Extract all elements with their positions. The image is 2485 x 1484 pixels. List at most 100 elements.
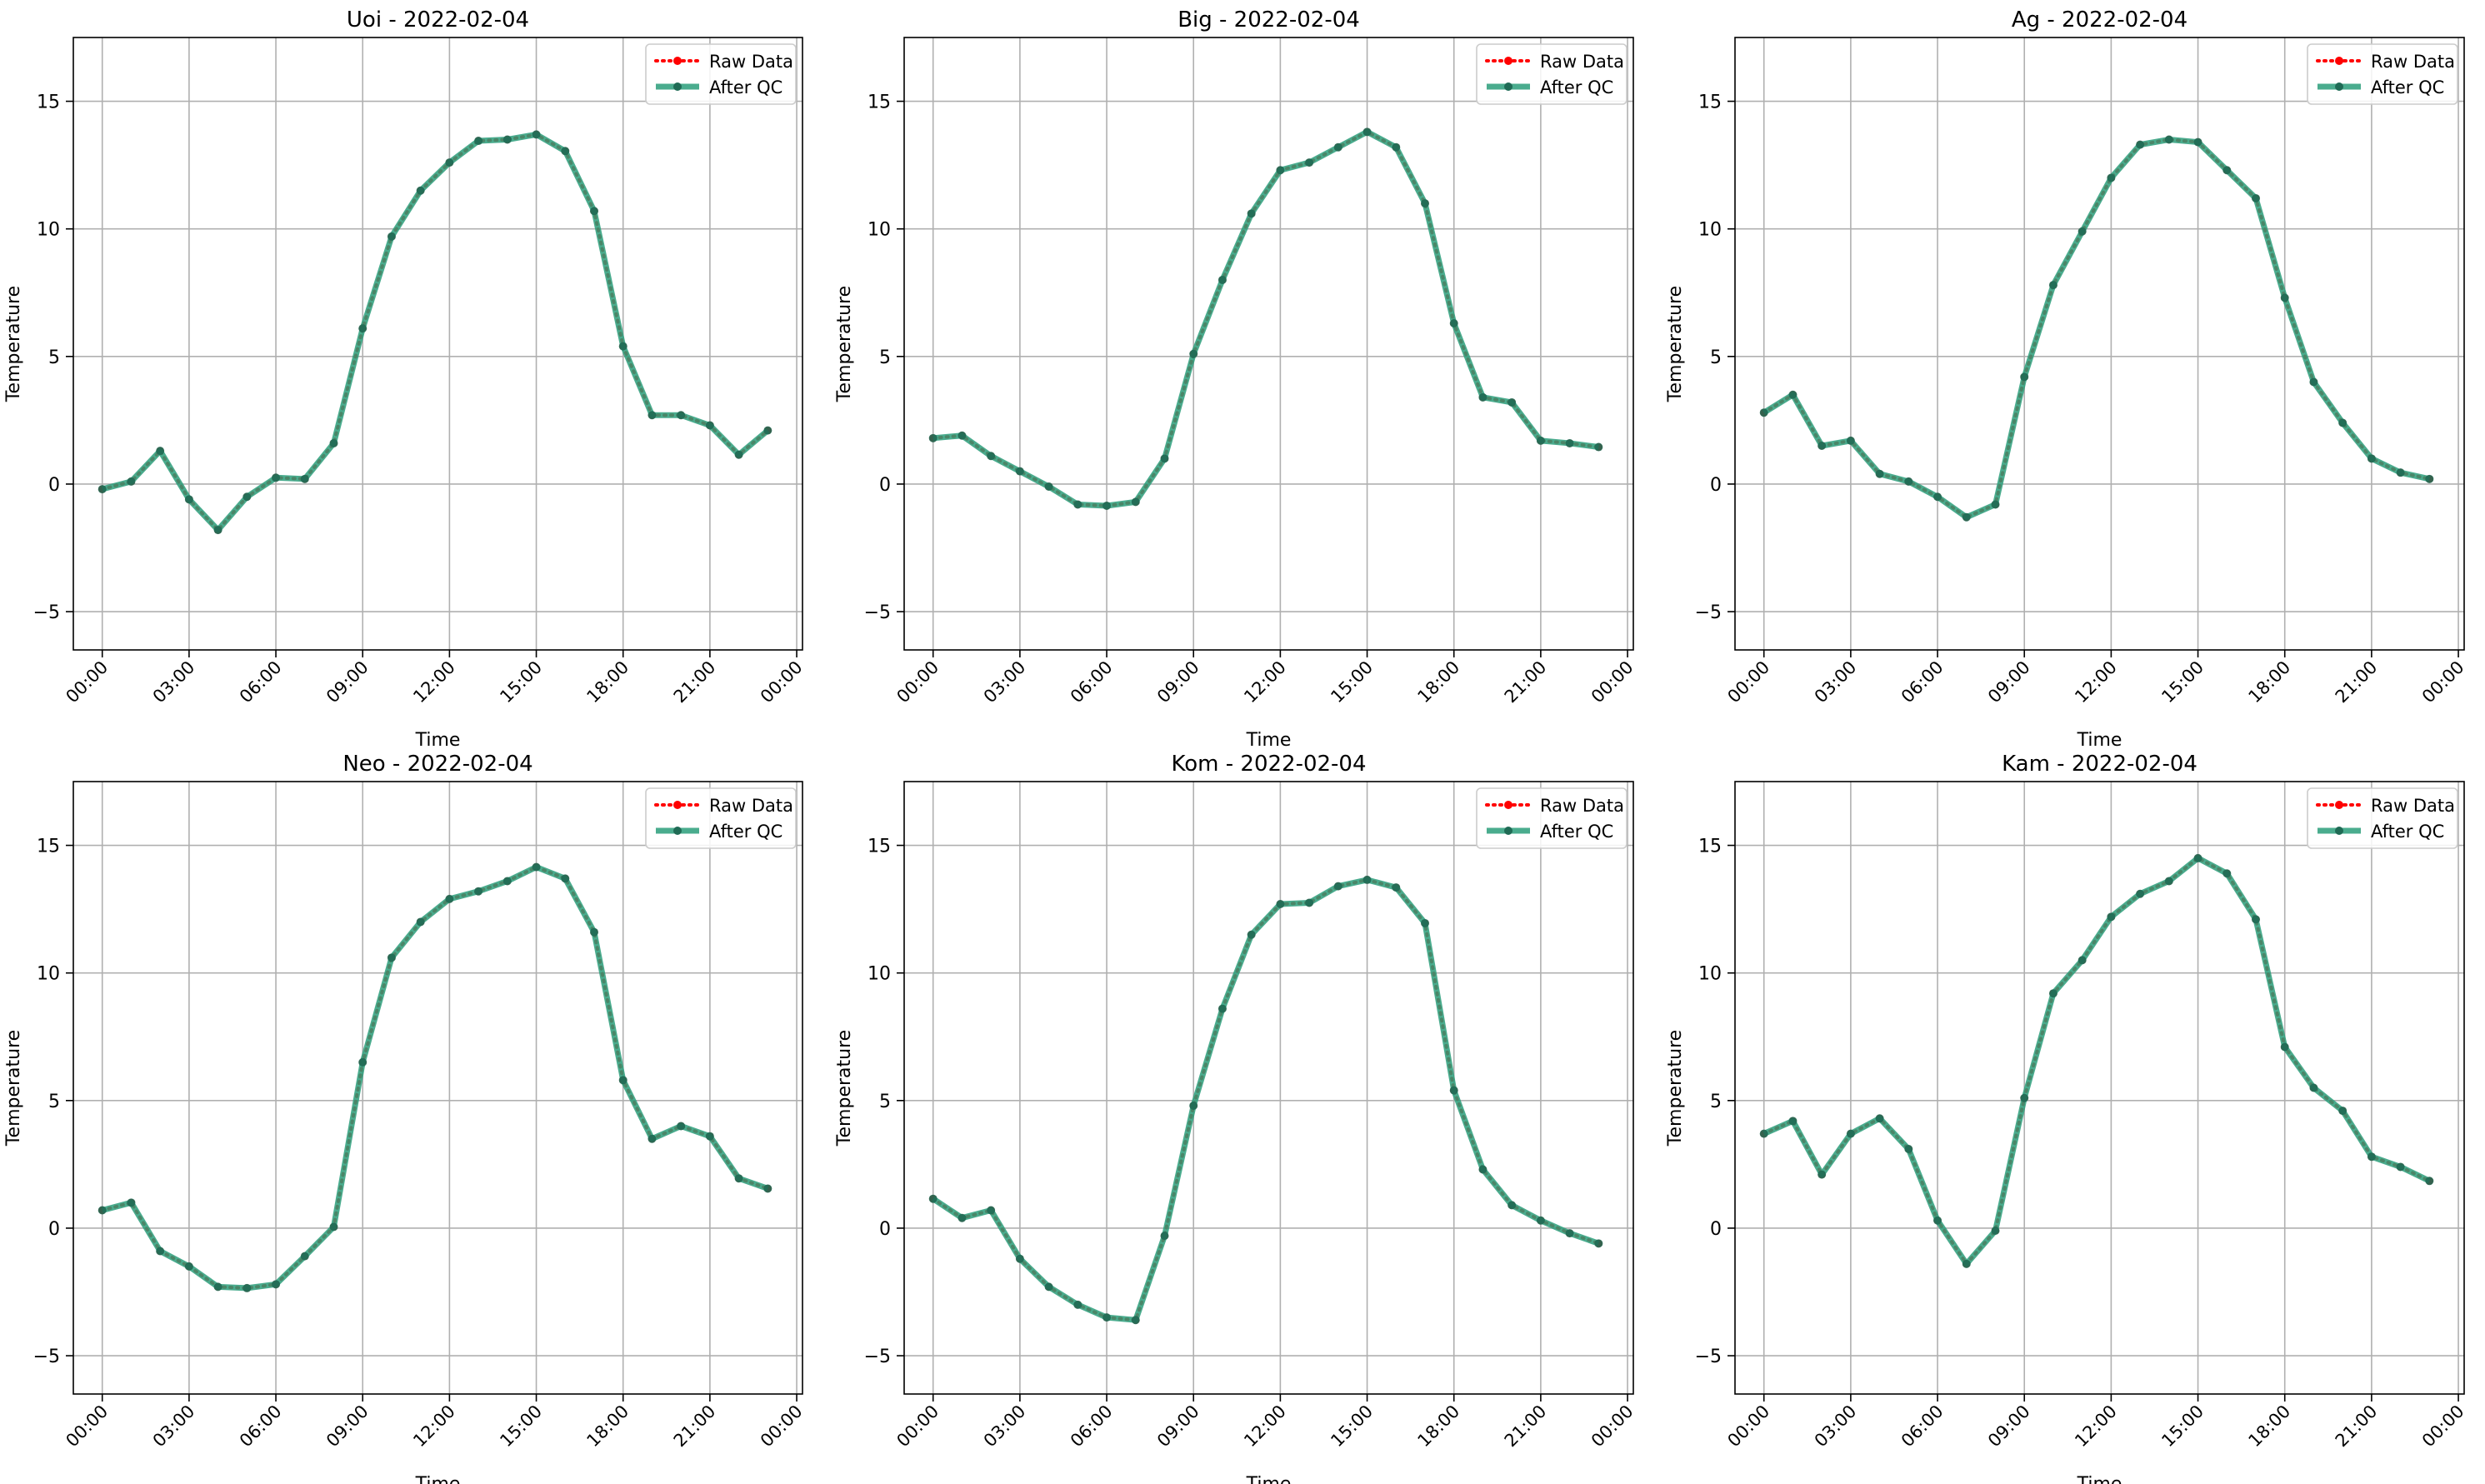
- after-qc-point: [2193, 137, 2202, 147]
- after-qc-point: [1933, 1216, 1942, 1225]
- after-qc-point: [2193, 853, 2202, 862]
- after-qc-point: [1392, 883, 1401, 892]
- after-qc-point: [2078, 956, 2087, 965]
- after-qc-line: [101, 131, 770, 533]
- after-qc-point: [2309, 377, 2318, 387]
- legend-label: Raw Data: [2371, 52, 2455, 72]
- subplot-title: Ag - 2022-02-04: [2012, 7, 2188, 32]
- subplot-title: Big - 2022-02-04: [1178, 7, 1360, 32]
- after-qc-point: [1131, 1316, 1140, 1325]
- after-qc-point: [618, 1076, 628, 1085]
- after-qc-point: [242, 1283, 252, 1292]
- axes-frame: [1734, 37, 2465, 651]
- y-tick-label: 15: [37, 837, 60, 857]
- y-tick-label: 0: [879, 1219, 891, 1240]
- after-qc-point: [416, 917, 425, 927]
- after-qc-point: [2222, 166, 2232, 175]
- after-qc-point: [1536, 1216, 1545, 1225]
- after-qc-point: [1015, 467, 1024, 476]
- y-tick-label: 15: [37, 92, 60, 113]
- x-axis-label: Time: [415, 730, 461, 751]
- after-qc-line: [931, 877, 1600, 1323]
- y-tick-label: 5: [879, 1092, 891, 1112]
- after-qc-point: [2107, 173, 2116, 182]
- y-tick-label: 5: [879, 347, 891, 368]
- after-qc-point: [987, 1206, 996, 1215]
- y-tick-label: 10: [868, 220, 891, 241]
- after-qc-point: [2338, 418, 2348, 427]
- y-axis-label: Temperature: [1665, 1030, 1686, 1147]
- y-axis-label: Temperature: [3, 286, 24, 402]
- y-axis-label: Temperature: [3, 1030, 24, 1147]
- x-axis-label: Time: [1246, 1474, 1292, 1484]
- legend-label: Raw Data: [2371, 796, 2455, 816]
- grid: [904, 782, 1633, 1394]
- after-qc-point: [1991, 500, 2000, 509]
- legend: Raw Data After QC: [1476, 787, 1628, 849]
- y-tick-label: 0: [48, 475, 60, 496]
- y-tick-label: −5: [864, 1347, 891, 1367]
- after-qc-point: [2048, 281, 2058, 290]
- grid: [904, 37, 1633, 650]
- legend-raw-data-marker: [1504, 801, 1512, 809]
- y-tick-label: 5: [48, 347, 60, 368]
- after-qc-point: [1875, 1114, 1884, 1123]
- legend-label: After QC: [1540, 822, 1613, 842]
- after-qc-point: [677, 1122, 686, 1131]
- after-qc-point: [1160, 1232, 1169, 1241]
- after-qc-point: [2136, 140, 2145, 149]
- axes-frame: [72, 37, 803, 651]
- axes-frame: [903, 781, 1634, 1395]
- legend-after-qc-marker: [2335, 82, 2343, 91]
- after-qc-point: [358, 1057, 368, 1067]
- y-tick-label: −5: [33, 602, 60, 623]
- y-tick-label: 0: [48, 1219, 60, 1240]
- after-qc-point: [590, 927, 598, 937]
- after-qc-point: [2309, 1083, 2318, 1092]
- after-qc-point: [2252, 193, 2260, 202]
- after-qc-point: [763, 426, 772, 435]
- legend-label: Raw Data: [1540, 52, 1624, 72]
- after-qc-point: [300, 1252, 309, 1261]
- after-qc-point: [1818, 442, 1827, 450]
- after-qc-point: [1160, 454, 1169, 463]
- legend-after-qc-marker: [2335, 827, 2343, 835]
- legend-after-qc-marker: [673, 827, 682, 835]
- series-after-qc: [98, 130, 772, 535]
- y-tick-label: −5: [33, 1347, 60, 1367]
- after-qc-point: [98, 485, 107, 494]
- after-qc-point: [1962, 1259, 1971, 1268]
- after-qc-point: [734, 1174, 743, 1183]
- after-qc-point: [2367, 454, 2376, 463]
- after-qc-point: [987, 452, 996, 461]
- legend-after-qc-marker: [1504, 827, 1512, 835]
- after-qc-point: [1333, 142, 1342, 152]
- after-qc-line: [1762, 855, 2431, 1267]
- y-axis-label: Temperature: [834, 1030, 855, 1147]
- legend-raw-data-marker: [673, 57, 682, 65]
- after-qc-point: [2252, 915, 2260, 924]
- after-qc-point: [445, 158, 454, 167]
- after-qc-point: [1247, 209, 1256, 218]
- after-qc-point: [1073, 500, 1082, 509]
- axes-frame: [72, 781, 803, 1395]
- after-qc-point: [1962, 512, 1971, 522]
- y-tick-label: 0: [1710, 1219, 1722, 1240]
- legend-after-qc-marker: [1504, 82, 1512, 91]
- legend-label: Raw Data: [1540, 796, 1624, 816]
- after-qc-point: [1102, 1313, 1112, 1322]
- y-tick-label: 10: [1698, 220, 1722, 241]
- legend-label: Raw Data: [709, 796, 793, 816]
- after-qc-point: [1044, 482, 1053, 491]
- after-qc-point: [184, 495, 193, 504]
- y-tick-label: −5: [1695, 602, 1722, 623]
- after-qc-point: [329, 438, 338, 447]
- after-qc-point: [1991, 1227, 2000, 1235]
- after-qc-point: [532, 130, 541, 139]
- after-qc-point: [2048, 989, 2058, 998]
- legend: Raw Data After QC: [2307, 787, 2458, 849]
- legend: Raw Data After QC: [645, 787, 797, 849]
- legend-label: Raw Data: [709, 52, 793, 72]
- x-axis-label: Time: [2077, 1474, 2122, 1484]
